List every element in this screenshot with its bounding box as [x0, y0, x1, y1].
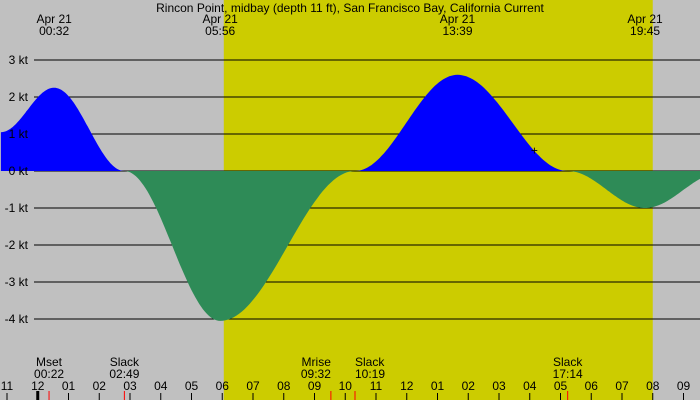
top-event-time: 00:32	[39, 24, 69, 38]
y-axis-ticks: 3 kt 2 kt 1 kt 0 kt -1 kt -2 kt -3 kt -4 kt	[5, 53, 29, 326]
bottom-event-time: 02:49	[109, 367, 139, 381]
marker-plus: +	[531, 144, 538, 158]
x-tick-label: 12	[400, 379, 414, 393]
top-event-time: 19:45	[630, 24, 660, 38]
x-tick-label: 05	[554, 379, 568, 393]
x-tick-label: 09	[308, 379, 322, 393]
flood-area	[0, 74, 700, 171]
x-axis-ticks: 11 12 01 02 03 04 05 06 07 08 09 10 11 12 01 02 03 04 05 06…	[1, 379, 691, 400]
x-tick-label: 11	[370, 379, 383, 393]
x-tick-label: 02	[462, 379, 476, 393]
bottom-event-label: Slack	[553, 355, 583, 369]
bottom-event-time: 09:32	[301, 367, 331, 381]
bottom-event-label: Mrise	[302, 355, 332, 369]
x-tick-label: 12	[31, 379, 45, 393]
x-tick-label: 07	[246, 379, 260, 393]
x-tick-label: 03	[492, 379, 506, 393]
y-tick-label: -3 kt	[5, 275, 29, 289]
x-tick-label: 11	[1, 379, 14, 393]
x-tick-label: 01	[431, 379, 445, 393]
chart-title: Rincon Point, midbay (depth 11 ft), San …	[156, 1, 544, 15]
current-areas	[0, 74, 700, 321]
y-tick-label: -1 kt	[5, 201, 29, 215]
top-event-time: 05:56	[205, 24, 235, 38]
x-tick-label: 05	[185, 379, 199, 393]
y-tick-label: -4 kt	[5, 312, 29, 326]
x-tick-label: 08	[277, 379, 291, 393]
x-tick-label: 03	[123, 379, 137, 393]
midnight-tick	[36, 391, 40, 400]
bottom-event-time: 17:14	[553, 367, 583, 381]
y-tick-label: 0 kt	[9, 164, 29, 178]
bottom-event-label: Slack	[110, 355, 140, 369]
top-event-date: Apr 21	[440, 12, 476, 26]
x-tick-label: 01	[62, 379, 76, 393]
bottom-event-label: Slack	[355, 355, 385, 369]
bottom-event-label: Mset	[36, 355, 63, 369]
x-tick-label: 04	[154, 379, 168, 393]
y-tick-label: 1 kt	[9, 127, 29, 141]
x-tick-label: 07	[615, 379, 629, 393]
x-tick-label: 06	[585, 379, 599, 393]
top-event-date: Apr 21	[203, 12, 239, 26]
ebb-area	[0, 171, 700, 321]
top-event-date: Apr 21	[36, 12, 72, 26]
x-tick-label: 10	[339, 379, 353, 393]
bottom-event-time: 00:22	[34, 367, 64, 381]
y-tick-label: 3 kt	[9, 53, 29, 67]
top-event-date: Apr 21	[627, 12, 663, 26]
x-tick-label: 09	[677, 379, 691, 393]
y-tick-label: 2 kt	[9, 90, 29, 104]
x-tick-label: 04	[523, 379, 537, 393]
bottom-event-labels: Mset00:22Slack02:49Mrise09:32Slack10:19S…	[34, 355, 583, 400]
x-tick-label: 02	[93, 379, 107, 393]
current-marker: +	[531, 144, 538, 158]
bottom-event-time: 10:19	[355, 367, 385, 381]
x-tick-label: 06	[216, 379, 230, 393]
y-tick-label: -2 kt	[5, 238, 29, 252]
x-tick-label: 08	[646, 379, 660, 393]
top-event-time: 13:39	[442, 24, 472, 38]
